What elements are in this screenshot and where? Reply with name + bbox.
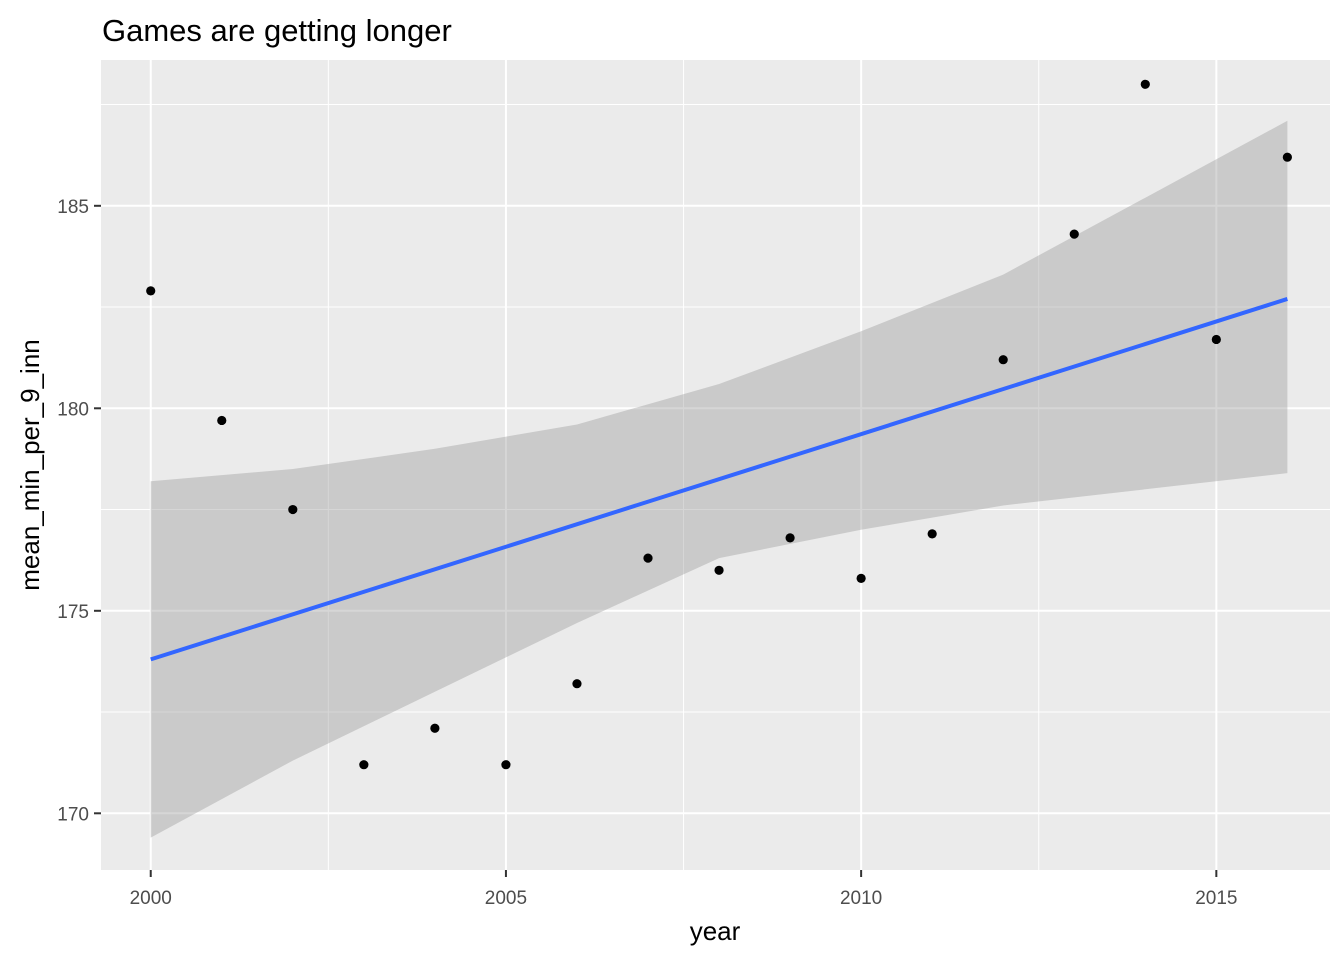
- data-point: [146, 286, 156, 296]
- y-tick-label: 185: [57, 197, 89, 218]
- x-tick-label: 2015: [1195, 888, 1237, 909]
- x-axis-ticks: 2000 2005 2010 2015: [130, 870, 1237, 909]
- data-point: [288, 504, 298, 515]
- data-point: [430, 723, 440, 733]
- x-tick-label: 2000: [130, 888, 172, 909]
- regression-line: [150, 297, 1288, 662]
- y-axis-title: mean_min_per_9_inn: [15, 339, 45, 591]
- y-tick-label: 170: [57, 804, 89, 825]
- data-point: [572, 679, 582, 689]
- data-point: [1069, 229, 1079, 239]
- x-tick-label: 2010: [840, 888, 882, 909]
- data-point: [1211, 334, 1221, 345]
- data-point: [359, 760, 369, 770]
- data-point: [501, 760, 511, 770]
- data-point: [998, 355, 1008, 365]
- major-gridlines: [101, 60, 1330, 870]
- data-point: [643, 553, 653, 563]
- data-point: [927, 529, 937, 539]
- chart-title: Games are getting longer: [102, 13, 452, 48]
- data-point: [217, 415, 227, 426]
- minor-gridlines: [101, 60, 1330, 870]
- y-axis-ticks: 170 175 180 185: [57, 197, 101, 825]
- x-tick-label: 2005: [485, 888, 527, 909]
- data-point: [1140, 79, 1150, 89]
- data-point: [785, 533, 795, 543]
- y-tick-label: 175: [57, 602, 89, 623]
- data-point: [856, 573, 866, 584]
- data-point: [1282, 152, 1292, 162]
- x-axis-title: year: [690, 916, 741, 946]
- data-points: [146, 79, 1292, 770]
- data-point: [714, 565, 724, 575]
- y-tick-label: 180: [57, 399, 89, 420]
- plot-panel: [101, 60, 1330, 870]
